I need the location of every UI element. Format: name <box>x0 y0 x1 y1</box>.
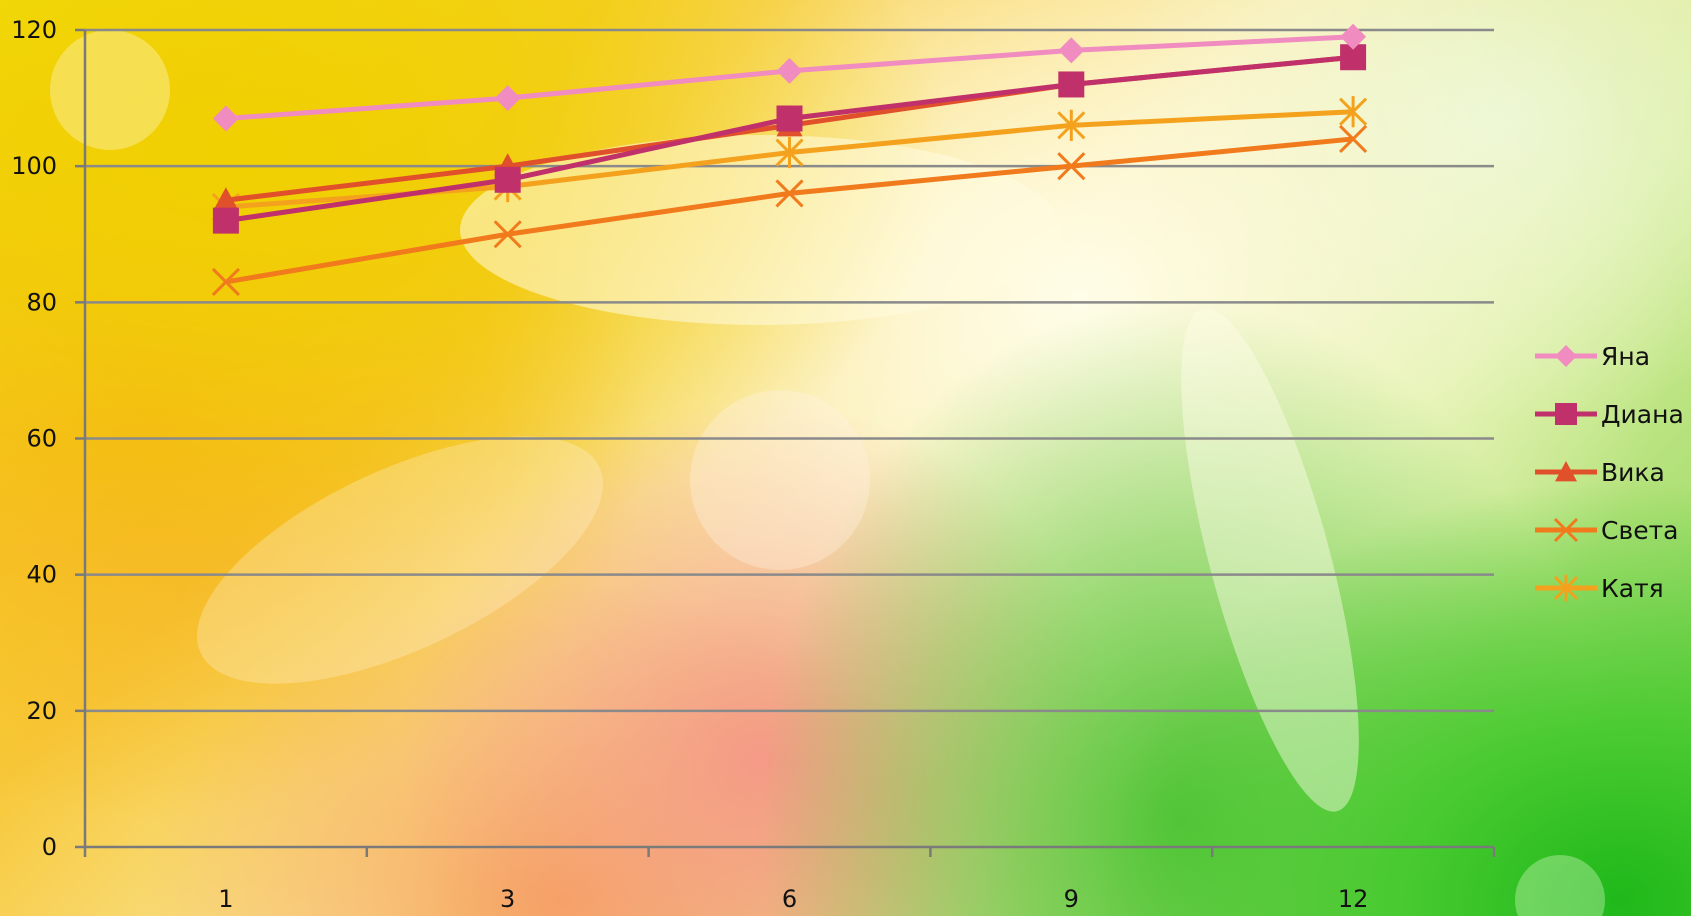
legend-item: Диана <box>1535 400 1684 429</box>
legend-label: Катя <box>1601 574 1664 603</box>
series-0 <box>212 23 1367 132</box>
series-lines <box>211 23 1368 296</box>
data-point <box>1058 71 1085 98</box>
legend: Яна Диана Вика Света Катя <box>1535 342 1684 603</box>
legend-item: Света <box>1535 516 1678 545</box>
data-point <box>212 187 239 212</box>
data-point <box>776 57 803 84</box>
y-tick-label: 100 <box>11 152 57 180</box>
x-tick-label: 12 <box>1338 885 1369 913</box>
x-tick-label: 6 <box>782 885 797 913</box>
axes <box>75 28 1496 857</box>
data-point <box>775 136 804 169</box>
data-point <box>493 220 522 249</box>
data-point <box>1339 96 1368 128</box>
data-point <box>775 179 804 208</box>
data-point <box>1058 37 1085 64</box>
data-point <box>1553 574 1579 602</box>
data-point <box>776 105 803 132</box>
legend-label: Вика <box>1601 458 1665 487</box>
x-tick-label: 1 <box>218 885 233 913</box>
data-point <box>494 166 521 193</box>
y-axis-tick-labels: 0 20 40 60 80 100 120 <box>11 16 57 861</box>
y-tick-label: 20 <box>26 697 57 725</box>
data-point <box>494 85 521 112</box>
y-tick-label: 40 <box>26 561 57 589</box>
x-axis-tick-labels: 1 3 6 9 12 <box>218 885 1368 913</box>
x-tick-label: 9 <box>1064 885 1079 913</box>
data-point <box>1340 23 1367 50</box>
data-point <box>1553 517 1579 543</box>
y-tick-label: 60 <box>26 425 57 453</box>
data-point <box>1339 124 1368 153</box>
y-tick-label: 0 <box>42 833 57 861</box>
data-point <box>1555 345 1577 367</box>
legend-label: Диана <box>1601 400 1684 429</box>
data-point <box>212 105 239 132</box>
legend-label: Света <box>1601 516 1678 545</box>
y-tick-label: 120 <box>11 16 57 44</box>
series-3 <box>211 124 1368 296</box>
data-point <box>211 267 240 296</box>
series-1 <box>212 44 1367 234</box>
y-tick-label: 80 <box>26 288 57 316</box>
x-tick-label: 3 <box>500 885 515 913</box>
legend-item: Яна <box>1535 342 1650 371</box>
data-point <box>1057 109 1086 141</box>
legend-label: Яна <box>1601 342 1650 371</box>
data-point <box>1555 461 1577 482</box>
legend-item: Вика <box>1535 458 1665 487</box>
data-point <box>212 207 239 234</box>
data-point <box>1555 403 1577 425</box>
data-point <box>1057 152 1086 181</box>
legend-item: Катя <box>1535 574 1664 603</box>
